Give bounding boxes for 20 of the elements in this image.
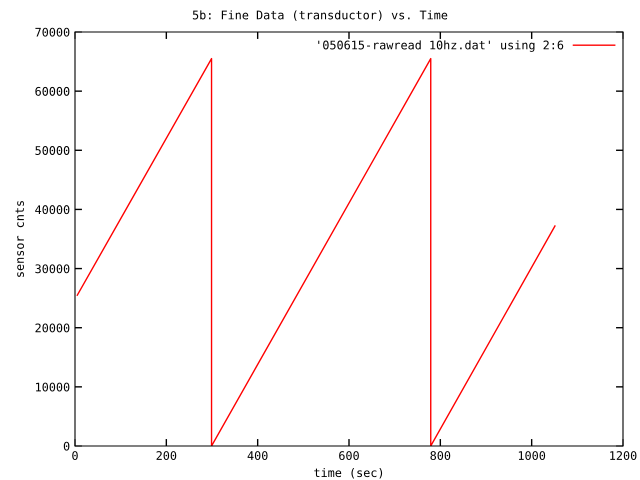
x-tick-label: 1200 <box>610 451 636 460</box>
y-tick-label: 20000 <box>35 323 70 332</box>
chart-title: 5b: Fine Data (transductor) vs. Time <box>192 10 448 21</box>
y-tick-label: 50000 <box>35 146 70 155</box>
x-tick-label: 400 <box>248 451 268 460</box>
x-axis-title: time (sec) <box>314 468 382 478</box>
legend-label: '050615-rawread 10hz.dat' using 2:6 <box>318 40 564 52</box>
x-tick-label: 200 <box>156 451 176 460</box>
y-tick-label: 30000 <box>35 264 70 274</box>
y-tick-label: 0 <box>64 442 70 451</box>
y-tick-label: 70000 <box>35 28 70 37</box>
y-axis-title: sensor cnts <box>16 201 24 277</box>
x-tick-label: 0 <box>72 451 78 460</box>
y-tick-label: 10000 <box>36 382 70 392</box>
x-tick-label: 1000 <box>518 451 546 460</box>
y-tick-label: 60000 <box>35 86 70 96</box>
line-series <box>76 58 556 446</box>
x-tick-label: 600 <box>339 451 359 460</box>
y-tick-label: 40000 <box>35 205 70 214</box>
x-tick-label: 800 <box>430 451 450 460</box>
